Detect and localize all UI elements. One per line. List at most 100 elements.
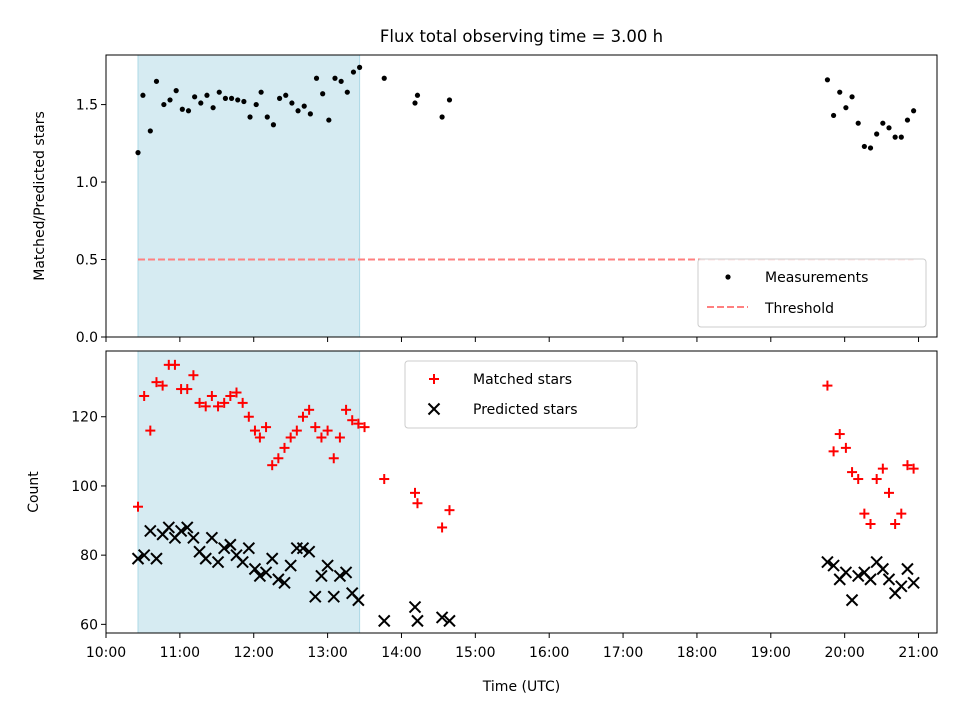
predicted-star-point (408, 600, 422, 614)
measurement-point (204, 92, 210, 98)
legend-predicted-label: Predicted stars (473, 402, 578, 418)
top-x-ticks (105, 337, 920, 342)
predicted-star-point (224, 538, 237, 551)
measurement-point (837, 89, 843, 95)
matched-star-point (359, 422, 370, 433)
x-axis-label: Time (UTC) (482, 679, 560, 695)
predicted-star-point (253, 569, 267, 583)
matched-star-point (200, 401, 211, 412)
measurement-point (867, 145, 874, 151)
top-y-tick-label: 0.5 (76, 253, 98, 269)
measurement-point (880, 120, 886, 126)
matched-star-point (828, 446, 839, 457)
top-y-ticks: 0.0 0.5 1.0 1.5 (76, 98, 106, 346)
top-axes-frame (105, 54, 938, 338)
matched-star-point (182, 384, 193, 395)
measurement-point (289, 100, 295, 106)
predicted-star-point (827, 559, 840, 572)
x-tick-label: 17:00 (603, 645, 643, 661)
predicted-stars-points (131, 521, 920, 628)
measurement-point (241, 98, 247, 105)
bottom-legend: Matched stars Predicted stars (404, 360, 638, 429)
matched-star-point (379, 474, 390, 485)
measurement-point (147, 128, 153, 134)
matched-star-point (859, 508, 870, 519)
measurement-point (830, 112, 837, 119)
predicted-star-point (302, 545, 316, 558)
ratio-points (135, 64, 917, 156)
measurement-point (338, 78, 344, 84)
x-tick-label: 15:00 (455, 645, 495, 661)
matched-star-point (213, 401, 224, 412)
measurement-point (307, 111, 313, 117)
top-y-axis-label: Matched/Predicted stars (32, 111, 48, 281)
measurement-point (313, 75, 320, 81)
predicted-star-point (272, 573, 285, 586)
matched-star-point (316, 432, 327, 443)
predicted-star-point (378, 614, 391, 628)
matched-star-point (902, 460, 913, 471)
bottom-y-axis-label: Count (26, 471, 42, 513)
matched-star-point (237, 397, 248, 408)
predicted-star-point (435, 611, 449, 624)
legend-matched-marker (429, 374, 439, 384)
measurement-point (344, 89, 350, 95)
predicted-star-point (131, 552, 145, 565)
predicted-star-point (839, 566, 853, 579)
bottom-x-ticks: 10:00 11:00 12:00 13:00 14:00 15:00 16:00 17:00… (86, 633, 939, 661)
measurement-point (216, 89, 222, 95)
legend-matched-label: Matched stars (473, 372, 572, 388)
matched-star-point (291, 425, 302, 436)
measurement-point (843, 105, 849, 111)
measurement-point (253, 101, 259, 108)
predicted-star-point (181, 521, 194, 534)
predicted-star-point (821, 555, 834, 569)
bottom-shaded-interval (137, 350, 361, 634)
measurement-point (301, 103, 307, 109)
matched-star-point (840, 442, 851, 453)
matched-star-point (437, 522, 448, 533)
top-y-tick-label: 1.0 (76, 175, 98, 191)
predicted-star-point (339, 566, 353, 579)
measurement-point (235, 97, 241, 103)
matched-star-point (273, 453, 284, 464)
measurement-point (898, 134, 904, 140)
x-tick-label: 13:00 (307, 645, 347, 661)
predicted-star-point (333, 569, 347, 583)
measurement-point (167, 97, 173, 103)
top-y-tick-label: 0.0 (76, 330, 98, 346)
matched-star-point (353, 418, 364, 429)
matched-star-point (225, 390, 236, 401)
matched-star-point (310, 422, 321, 433)
measurement-point (222, 95, 229, 101)
matched-star-point (157, 380, 168, 391)
predicted-star-point (236, 555, 249, 569)
predicted-star-point (265, 552, 279, 565)
measurement-point (357, 64, 363, 70)
predicted-star-point (864, 573, 877, 586)
matched-star-point (334, 432, 345, 443)
matched-star-point (249, 425, 260, 436)
measurement-point (210, 105, 216, 111)
matched-star-point (297, 411, 308, 422)
measurement-point (179, 106, 185, 112)
matched-star-point (412, 498, 423, 509)
matched-star-point (145, 425, 156, 436)
measurement-point (326, 117, 332, 123)
bottom-y-tick-label: 60 (80, 617, 98, 633)
measurement-point (350, 69, 357, 75)
measurement-point (270, 122, 277, 128)
measurement-point (874, 131, 880, 137)
matched-star-point (279, 442, 290, 453)
matched-star-point (285, 432, 296, 443)
predicted-star-point (284, 559, 297, 572)
measurement-point (381, 75, 387, 81)
legend-predicted-marker (427, 402, 441, 416)
top-y-tick-label: 1.5 (76, 98, 98, 114)
matched-star-point (877, 463, 888, 474)
measurement-point (192, 94, 198, 100)
bottom-y-tick-label: 120 (71, 410, 98, 426)
measurement-point (276, 95, 283, 101)
predicted-star-point (199, 552, 212, 565)
predicted-star-point (187, 531, 200, 545)
